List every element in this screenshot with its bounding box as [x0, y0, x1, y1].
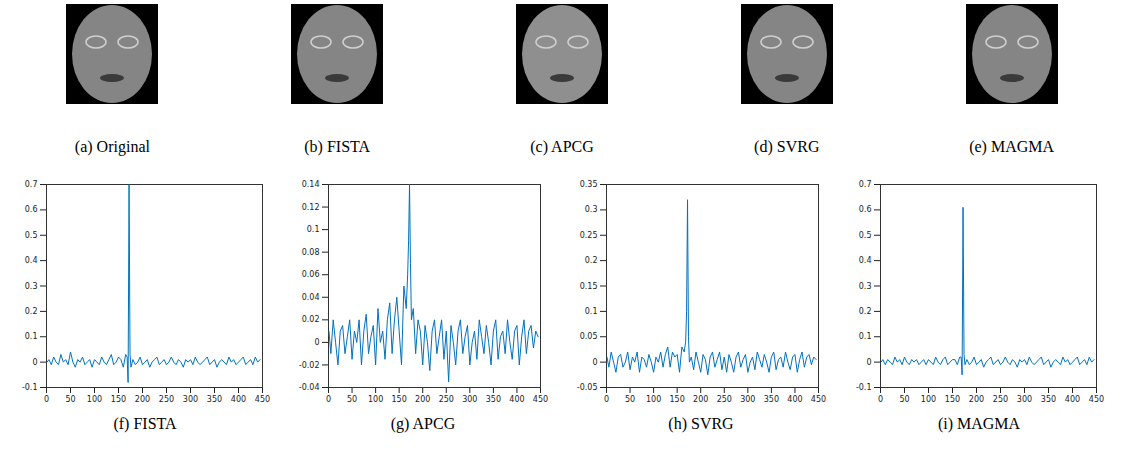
- svg-text:250: 250: [439, 395, 454, 404]
- svg-text:0.6: 0.6: [859, 205, 872, 214]
- svg-text:350: 350: [764, 395, 779, 404]
- svg-text:-0.05: -0.05: [577, 383, 598, 392]
- svg-text:-0.1: -0.1: [856, 383, 872, 392]
- svg-text:0.05: 0.05: [580, 332, 598, 341]
- svg-text:0.1: 0.1: [859, 332, 872, 341]
- svg-text:0: 0: [878, 395, 883, 404]
- svg-text:400: 400: [509, 395, 524, 404]
- svg-text:-0.02: -0.02: [299, 361, 320, 370]
- svg-text:150: 150: [111, 395, 126, 404]
- svg-text:200: 200: [693, 395, 708, 404]
- svg-text:0.4: 0.4: [25, 256, 38, 265]
- html-text:(g) APCG: (g) APCG: [390, 415, 456, 432]
- svg-text:400: 400: [231, 395, 246, 404]
- html-text:(a) Original: (a) Original: [74, 138, 150, 155]
- svg-text:300: 300: [462, 395, 477, 404]
- svg-text:0: 0: [314, 338, 319, 347]
- svg-text:0.02: 0.02: [302, 315, 320, 324]
- svg-text:250: 250: [993, 395, 1008, 404]
- html-text:(e) MAGMA: (e) MAGMA: [969, 138, 1054, 155]
- svg-text:400: 400: [787, 395, 802, 404]
- svg-text:0.04: 0.04: [302, 293, 320, 302]
- svg-text:100: 100: [368, 395, 383, 404]
- html-text:(f) FISTA: (f) FISTA: [113, 415, 177, 432]
- svg-text:450: 450: [1089, 395, 1104, 404]
- svg-text:0.1: 0.1: [585, 307, 598, 316]
- svg-text:200: 200: [135, 395, 150, 404]
- svg-text:100: 100: [921, 395, 936, 404]
- svg-text:150: 150: [670, 395, 685, 404]
- svg-text:0: 0: [604, 395, 609, 404]
- svg-text:0.2: 0.2: [585, 256, 598, 265]
- svg-text:450: 450: [533, 395, 548, 404]
- svg-text:0: 0: [32, 358, 37, 367]
- svg-text:0: 0: [866, 358, 871, 367]
- svg-text:50: 50: [65, 395, 75, 404]
- svg-text:0.06: 0.06: [302, 270, 320, 279]
- svg-text:300: 300: [740, 395, 755, 404]
- html-text:(d) SVRG: (d) SVRG: [754, 138, 820, 155]
- svg-text:0.3: 0.3: [585, 205, 598, 214]
- svg-text:0.14: 0.14: [302, 180, 320, 189]
- svg-text:0: 0: [326, 395, 331, 404]
- svg-text:350: 350: [486, 395, 501, 404]
- svg-text:0.3: 0.3: [25, 282, 38, 291]
- svg-text:0.1: 0.1: [307, 225, 320, 234]
- svg-text:0.08: 0.08: [302, 248, 320, 257]
- svg-text:0.5: 0.5: [25, 231, 38, 240]
- svg-text:0.12: 0.12: [302, 203, 320, 212]
- svg-text:50: 50: [899, 395, 909, 404]
- svg-text:-0.04: -0.04: [299, 383, 320, 392]
- svg-text:0: 0: [44, 395, 49, 404]
- svg-text:400: 400: [1065, 395, 1080, 404]
- svg-text:350: 350: [1041, 395, 1056, 404]
- svg-text:100: 100: [87, 395, 102, 404]
- svg-text:300: 300: [1017, 395, 1032, 404]
- svg-text:250: 250: [159, 395, 174, 404]
- html-text:(i) MAGMA: (i) MAGMA: [937, 415, 1021, 432]
- svg-text:0.4: 0.4: [859, 256, 872, 265]
- svg-text:0.6: 0.6: [25, 205, 38, 214]
- svg-text:50: 50: [347, 395, 357, 404]
- svg-text:450: 450: [811, 395, 826, 404]
- svg-text:0: 0: [592, 358, 597, 367]
- svg-text:100: 100: [646, 395, 661, 404]
- svg-text:0.5: 0.5: [859, 231, 872, 240]
- svg-text:200: 200: [969, 395, 984, 404]
- svg-text:0.1: 0.1: [25, 332, 38, 341]
- svg-text:0.2: 0.2: [25, 307, 38, 316]
- svg-text:250: 250: [717, 395, 732, 404]
- svg-text:0.7: 0.7: [859, 180, 872, 189]
- svg-text:0.35: 0.35: [580, 180, 598, 189]
- html-text:(h) SVRG: (h) SVRG: [668, 415, 734, 432]
- html-text:(c) APCG: (c) APCG: [530, 138, 594, 155]
- svg-text:450: 450: [255, 395, 270, 404]
- svg-text:50: 50: [625, 395, 635, 404]
- svg-text:0.7: 0.7: [25, 180, 38, 189]
- html-text:(b) FISTA: (b) FISTA: [304, 138, 371, 155]
- svg-text:150: 150: [392, 395, 407, 404]
- svg-text:300: 300: [183, 395, 198, 404]
- svg-text:-0.1: -0.1: [22, 383, 38, 392]
- svg-text:200: 200: [415, 395, 430, 404]
- svg-text:150: 150: [945, 395, 960, 404]
- svg-text:0.3: 0.3: [859, 282, 872, 291]
- svg-text:0.25: 0.25: [580, 231, 598, 240]
- svg-text:0.2: 0.2: [859, 307, 872, 316]
- svg-text:0.15: 0.15: [580, 282, 598, 291]
- svg-text:350: 350: [207, 395, 222, 404]
